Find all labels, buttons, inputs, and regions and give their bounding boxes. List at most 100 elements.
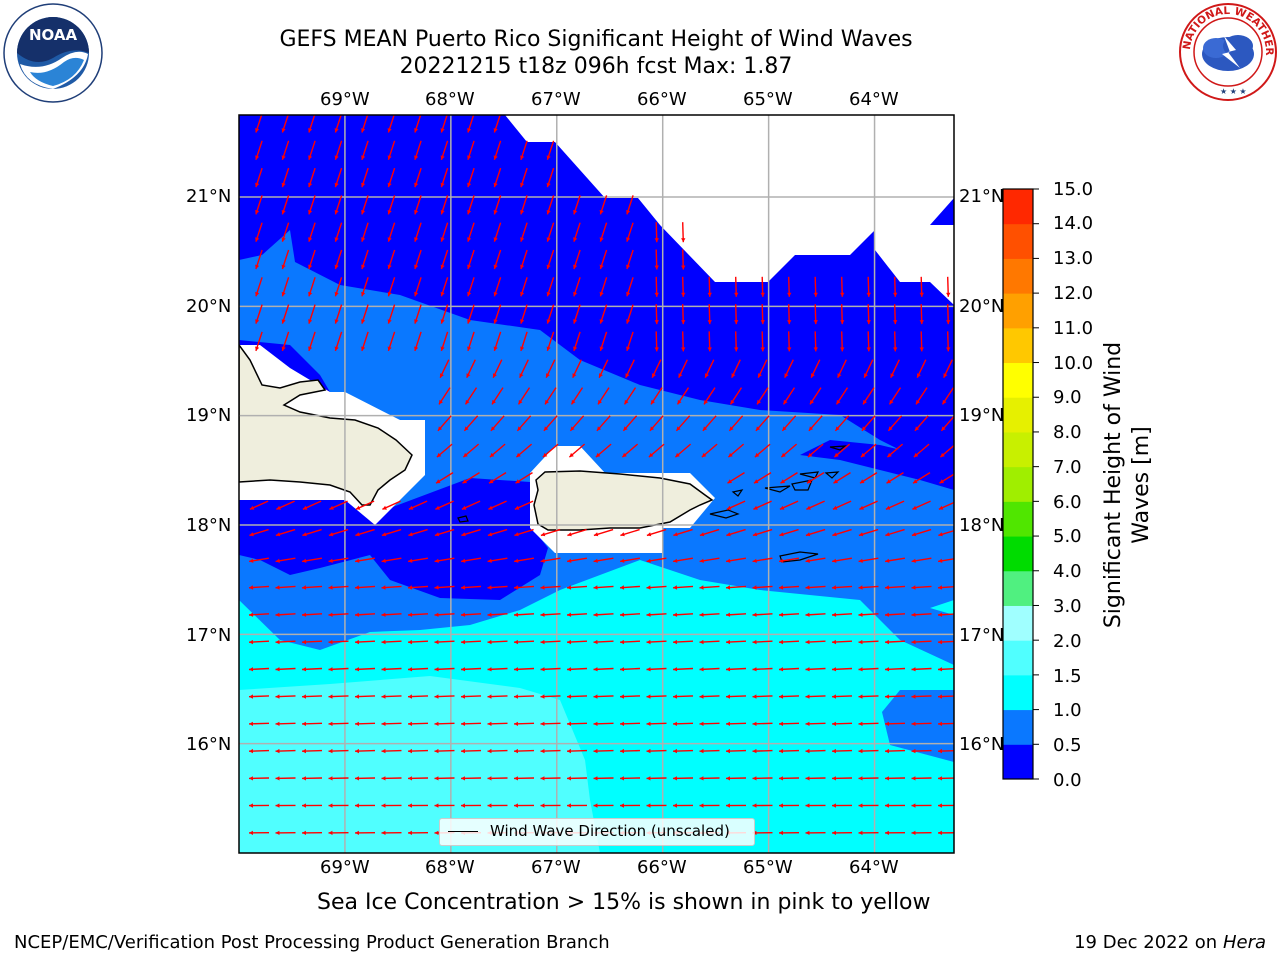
wave-direction-arrowhead bbox=[940, 452, 945, 458]
wave-direction-arrowhead bbox=[467, 264, 472, 269]
wave-direction-arrowhead bbox=[946, 347, 951, 352]
lat-label-left-21n: 21°N bbox=[186, 186, 232, 207]
wave-direction-arrowhead bbox=[546, 237, 551, 242]
colorbar-tick: 3.0 bbox=[1053, 596, 1082, 617]
wave-direction-arrowhead bbox=[889, 399, 894, 405]
wave-direction-arrowhead bbox=[435, 505, 440, 510]
wave-direction-arrowhead bbox=[707, 320, 712, 325]
wave-direction-arrowhead bbox=[681, 292, 686, 297]
wave-direction-arrowhead bbox=[520, 291, 525, 297]
wave-direction-arrowhead bbox=[275, 612, 280, 617]
wave-direction-arrowhead bbox=[381, 667, 386, 672]
colorbar-tick: 13.0 bbox=[1053, 248, 1094, 269]
wave-direction-arrowhead bbox=[599, 291, 604, 297]
wave-direction-arrowhead bbox=[434, 694, 439, 699]
wave-direction-arrowhead bbox=[467, 182, 472, 188]
wave-direction-arrowhead bbox=[436, 479, 441, 484]
wave-direction-arrowhead bbox=[567, 748, 571, 754]
wave-direction-arrowhead bbox=[599, 210, 604, 215]
wave-direction-arrowhead bbox=[805, 721, 810, 726]
wave-direction-arrowhead bbox=[913, 452, 919, 458]
wave-direction-arrowhead bbox=[361, 210, 366, 215]
wave-direction-arrowhead bbox=[249, 830, 253, 835]
wave-direction-arrowhead bbox=[467, 346, 472, 351]
wave-direction-arrowhead bbox=[387, 264, 392, 269]
wave-direction-arrowhead bbox=[567, 721, 571, 726]
colorbar-tick: 14.0 bbox=[1053, 213, 1094, 234]
colorbar-tick: 11.0 bbox=[1053, 318, 1094, 339]
wave-direction-arrowhead bbox=[752, 721, 757, 726]
wave-direction-arrowhead bbox=[726, 558, 731, 563]
wave-direction-arrowhead bbox=[355, 803, 359, 808]
wave-direction-arrowhead bbox=[275, 721, 280, 726]
wave-direction-arrowhead bbox=[941, 426, 946, 431]
wave-direction-arrowhead bbox=[699, 667, 704, 672]
wave-direction-arrowhead bbox=[361, 319, 366, 324]
wave-direction-arrowhead bbox=[911, 612, 916, 617]
colorbar-tick: 1.5 bbox=[1053, 666, 1082, 687]
wave-direction-arrowhead bbox=[414, 346, 419, 351]
wave-direction-arrowhead bbox=[726, 612, 731, 617]
wave-direction-arrowhead bbox=[255, 264, 260, 269]
wave-direction-arrowhead bbox=[467, 210, 472, 215]
wave-direction-arrowhead bbox=[807, 479, 812, 484]
wave-direction-arrowhead bbox=[308, 155, 313, 160]
wave-direction-arrowhead bbox=[567, 585, 572, 590]
wave-direction-arrowhead bbox=[439, 399, 443, 405]
footer-machine: Hera bbox=[1222, 932, 1266, 953]
wave-direction-arrowhead bbox=[681, 238, 686, 243]
wave-direction-arrowhead bbox=[885, 748, 889, 754]
wave-direction-arrowhead bbox=[699, 748, 704, 754]
wave-direction-arrowhead bbox=[707, 292, 712, 297]
wave-direction-arrowhead bbox=[493, 319, 498, 324]
wave-direction-arrowhead bbox=[673, 532, 678, 537]
wave-direction-arrowhead bbox=[779, 585, 784, 590]
wave-direction-arrowhead bbox=[281, 264, 286, 269]
wave-direction-arrowhead bbox=[434, 830, 439, 835]
wave-direction-arrowhead bbox=[434, 748, 439, 754]
wave-direction-arrowhead bbox=[755, 426, 761, 431]
wave-direction-arrowhead bbox=[919, 347, 924, 352]
wave-direction-arrowhead bbox=[567, 612, 572, 617]
wave-direction-arrowhead bbox=[414, 319, 419, 324]
wave-direction-arrowhead bbox=[779, 721, 783, 726]
colorbar-tick: 2.0 bbox=[1053, 631, 1082, 652]
wave-direction-arrowhead bbox=[381, 585, 386, 590]
wave-direction-arrowhead bbox=[779, 748, 783, 754]
lon-label-top-66w: 66°W bbox=[637, 89, 687, 110]
wave-direction-arrowhead bbox=[646, 585, 651, 590]
wave-direction-arrowhead bbox=[361, 237, 366, 242]
footer-date: 19 Dec 2022 on Hera bbox=[1074, 932, 1266, 953]
wave-direction-arrowhead bbox=[490, 426, 496, 431]
wave-direction-arrowhead bbox=[646, 558, 651, 563]
wave-direction-arrowhead bbox=[885, 803, 889, 808]
wave-direction-arrowhead bbox=[832, 585, 837, 590]
wave-direction-arrowhead bbox=[699, 558, 704, 563]
wave-direction-arrowhead bbox=[832, 532, 837, 537]
wave-direction-arrowhead bbox=[487, 585, 492, 590]
wave-direction-arrowhead bbox=[832, 667, 837, 672]
wave-direction-arrowhead bbox=[387, 237, 392, 242]
wave-direction-arrowhead bbox=[805, 612, 810, 617]
wave-direction-arrowhead bbox=[780, 479, 785, 484]
wave-direction-arrowhead bbox=[517, 426, 522, 431]
wave-direction-arrowhead bbox=[651, 399, 655, 405]
wave-direction-arrowhead bbox=[652, 373, 656, 378]
wave-direction-arrowhead bbox=[917, 373, 921, 378]
colorbar-segment bbox=[1003, 189, 1033, 225]
wave-direction-arrowhead bbox=[519, 373, 524, 378]
wave-direction-arrowhead bbox=[408, 585, 413, 590]
wave-direction-arrowhead bbox=[461, 532, 466, 537]
wave-direction-arrowhead bbox=[281, 237, 286, 242]
wave-direction-arrowhead bbox=[620, 721, 624, 726]
wave-direction-arrowhead bbox=[832, 639, 837, 645]
wave-direction-arrowhead bbox=[408, 612, 413, 617]
wave-direction-arrowhead bbox=[673, 748, 677, 754]
wave-direction-arrowhead bbox=[832, 748, 836, 754]
wave-direction-arrowhead bbox=[440, 319, 445, 324]
lon-label-bottom-67w: 67°W bbox=[531, 857, 581, 878]
wave-direction-arrowhead bbox=[434, 558, 439, 563]
wave-direction-arrowhead bbox=[414, 155, 419, 160]
wave-direction-arrowhead bbox=[886, 479, 891, 484]
wave-direction-arrowhead bbox=[381, 776, 386, 781]
